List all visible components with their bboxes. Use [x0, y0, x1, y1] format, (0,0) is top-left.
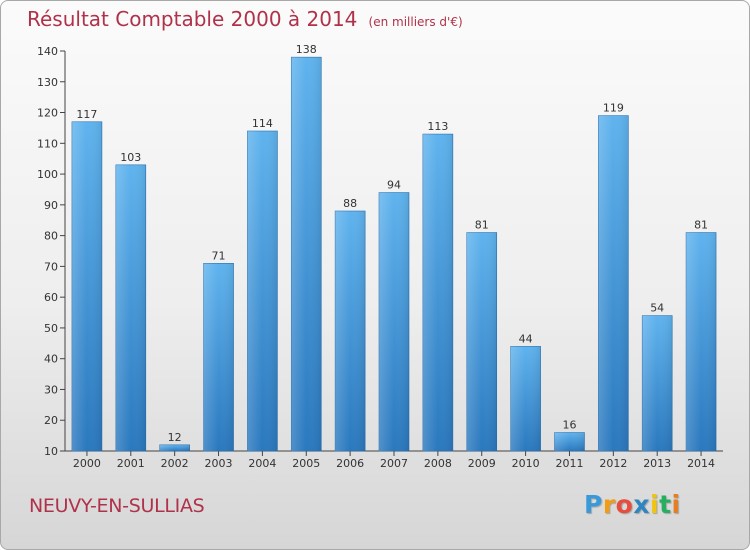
y-tick-label: 140 [37, 45, 58, 58]
data-labels: 117 103 12 71 114 138 88 94 113 81 44 16 119 54 81 [76, 43, 708, 444]
logo-letter: x [633, 490, 650, 519]
x-tick-label: 2005 [292, 457, 320, 470]
data-label: 12 [168, 431, 182, 444]
logo-letter: t [659, 490, 672, 519]
bar-shade-2005 [291, 57, 322, 452]
logo-letter: r [602, 490, 616, 519]
bar-shade-2012 [598, 115, 629, 451]
bar-shade-2008 [422, 134, 453, 452]
logo-letter: i [671, 490, 681, 519]
y-tick-label: 130 [37, 76, 58, 89]
y-axis: 10 20 30 40 50 60 70 80 90 100 110 120 130 140 [37, 45, 66, 458]
data-label: 81 [475, 219, 489, 232]
x-axis: 2000 2001 2002 2003 2004 2005 2006 2007 2008 2009… [65, 450, 723, 470]
y-tick-label: 20 [44, 414, 58, 427]
x-tick-label: 2003 [205, 457, 233, 470]
chart-subtitle: (en milliers d'€) [368, 15, 463, 29]
data-label: 114 [252, 117, 273, 130]
bar-shade-2014 [686, 232, 717, 451]
x-tick-label: 2004 [248, 457, 276, 470]
bar-shade-2013 [642, 315, 673, 451]
data-label: 138 [296, 43, 317, 56]
y-tick-label: 110 [37, 137, 58, 150]
data-label: 81 [694, 219, 708, 232]
bar-shade-2009 [466, 232, 497, 451]
bar-shade-2000 [71, 121, 102, 452]
data-label: 16 [562, 419, 576, 432]
data-label: 117 [76, 108, 97, 121]
data-label: 54 [650, 302, 664, 315]
data-label: 103 [120, 151, 141, 164]
x-tick-label: 2010 [512, 457, 540, 470]
title-line: Résultat Comptable 2000 à 2014 (en milli… [27, 7, 463, 31]
data-label: 119 [603, 102, 624, 115]
bar-shade-2011 [554, 432, 585, 451]
proxiti-logo: Proxiti [584, 490, 681, 519]
x-tick-label: 2011 [555, 457, 583, 470]
y-tick-label: 90 [44, 199, 58, 212]
y-tick-label: 30 [44, 383, 58, 396]
bar-shade-2002 [159, 444, 190, 451]
y-tick-label: 50 [44, 322, 58, 335]
x-tick-label: 2002 [161, 457, 189, 470]
x-tick-label: 2008 [424, 457, 452, 470]
logo-letter: o [615, 490, 634, 519]
y-tick-label: 10 [44, 445, 58, 458]
x-tick-label: 2000 [73, 457, 101, 470]
x-tick-label: 2006 [336, 457, 364, 470]
y-tick-label: 70 [44, 260, 58, 273]
data-label: 44 [519, 332, 533, 345]
data-label: 71 [212, 249, 226, 262]
data-label: 88 [343, 197, 357, 210]
bar-shade-2010 [510, 346, 541, 451]
x-tick-label: 2001 [117, 457, 145, 470]
logo-letter: i [650, 490, 660, 519]
x-tick-label: 2007 [380, 457, 408, 470]
y-tick-label: 100 [37, 168, 58, 181]
x-tick-label: 2009 [468, 457, 496, 470]
y-tick-label: 40 [44, 353, 58, 366]
data-label: 113 [427, 120, 448, 133]
y-tick-label: 60 [44, 291, 58, 304]
y-tick-label: 120 [37, 107, 58, 120]
x-tick-label: 2013 [643, 457, 671, 470]
logo-letter: P [584, 490, 603, 519]
bar-shade-2001 [115, 164, 146, 451]
x-tick-label: 2012 [599, 457, 627, 470]
data-label: 94 [387, 179, 401, 192]
bar-shade-2006 [335, 211, 366, 451]
bar-shade-2003 [203, 263, 234, 451]
bar-shade-2004 [247, 131, 278, 451]
y-tick-label: 80 [44, 230, 58, 243]
place-name: NEUVY-EN-SULLIAS [29, 495, 205, 517]
chart-title: Résultat Comptable 2000 à 2014 [27, 7, 358, 31]
x-tick-label: 2014 [687, 457, 715, 470]
bar-shade-2007 [379, 192, 409, 452]
bars [71, 56, 717, 452]
